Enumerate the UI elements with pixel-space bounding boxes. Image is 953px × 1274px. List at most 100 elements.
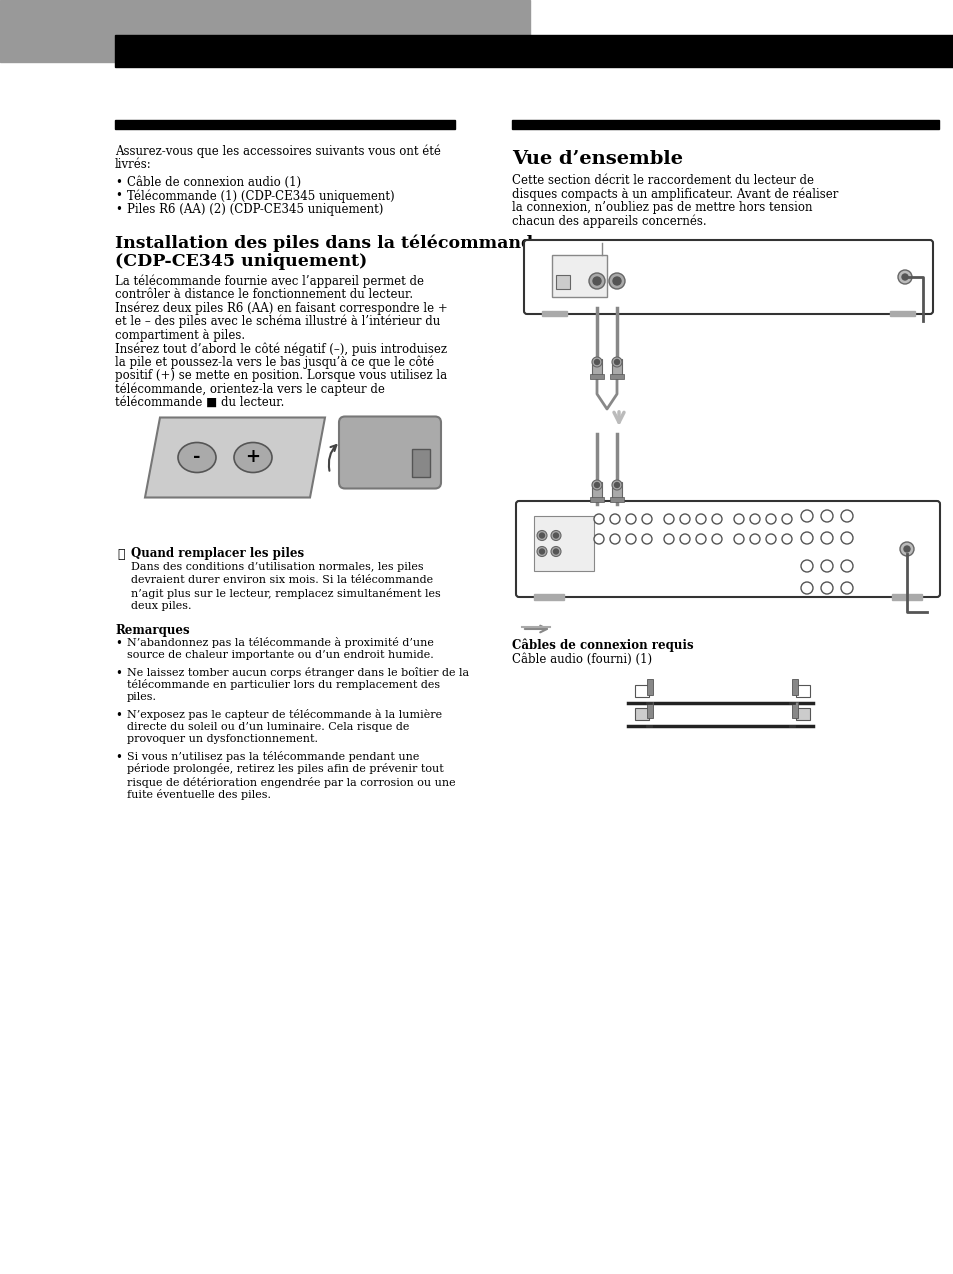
Circle shape — [539, 549, 544, 554]
Circle shape — [696, 534, 705, 544]
Bar — [541, 311, 566, 316]
Circle shape — [612, 480, 621, 490]
Circle shape — [594, 359, 598, 364]
Bar — [792, 679, 798, 696]
Bar — [647, 679, 653, 696]
Circle shape — [821, 582, 832, 594]
Ellipse shape — [233, 442, 272, 473]
Text: •: • — [115, 666, 122, 679]
Bar — [0, 0, 530, 62]
Circle shape — [821, 533, 832, 544]
Text: Si vous n’utilisez pas la télécommande pendant une: Si vous n’utilisez pas la télécommande p… — [127, 750, 419, 762]
Circle shape — [781, 534, 791, 544]
Circle shape — [733, 513, 743, 524]
Circle shape — [733, 534, 743, 544]
Circle shape — [594, 534, 603, 544]
Text: fuite éventuelle des piles.: fuite éventuelle des piles. — [127, 790, 271, 800]
Polygon shape — [145, 418, 325, 498]
Bar — [792, 702, 798, 719]
Text: source de chaleur importante ou d’un endroit humide.: source de chaleur importante ou d’un end… — [127, 651, 434, 660]
Circle shape — [551, 530, 560, 540]
Circle shape — [821, 510, 832, 522]
Circle shape — [537, 547, 546, 557]
Text: Câbles de connexion requis: Câbles de connexion requis — [512, 640, 693, 652]
Text: •: • — [115, 750, 122, 763]
FancyBboxPatch shape — [516, 501, 939, 598]
Text: -: - — [193, 448, 200, 466]
Text: deux piles.: deux piles. — [131, 601, 192, 612]
Circle shape — [612, 357, 621, 367]
Text: •: • — [115, 203, 122, 217]
Text: la pile et poussez-la vers le bas jusqu’à ce que le côté: la pile et poussez-la vers le bas jusqu’… — [115, 355, 434, 369]
Text: •: • — [115, 637, 122, 651]
Circle shape — [614, 359, 618, 364]
Circle shape — [588, 273, 604, 289]
Text: Piles R6 (AA) (2) (CDP-CE345 uniquement): Piles R6 (AA) (2) (CDP-CE345 uniquement) — [127, 203, 383, 217]
Bar — [115, 120, 455, 129]
Text: compartiment à piles.: compartiment à piles. — [115, 329, 245, 341]
Text: N’abandonnez pas la télécommande à proximité d’une: N’abandonnez pas la télécommande à proxi… — [127, 637, 434, 648]
Circle shape — [801, 582, 812, 594]
Text: Remarques: Remarques — [115, 624, 190, 637]
Circle shape — [841, 561, 852, 572]
FancyBboxPatch shape — [338, 417, 440, 488]
Circle shape — [841, 582, 852, 594]
Circle shape — [821, 561, 832, 572]
Bar — [512, 120, 938, 129]
Circle shape — [609, 513, 619, 524]
Text: Câble audio (fourni) (1): Câble audio (fourni) (1) — [512, 652, 652, 665]
Circle shape — [749, 513, 760, 524]
Text: (CDP-CE345 uniquement): (CDP-CE345 uniquement) — [115, 252, 367, 270]
Bar — [647, 702, 653, 719]
Circle shape — [897, 270, 911, 284]
Circle shape — [614, 483, 618, 488]
Text: N’exposez pas le capteur de télécommande à la lumière: N’exposez pas le capteur de télécommande… — [127, 708, 441, 720]
Circle shape — [679, 513, 689, 524]
Circle shape — [553, 549, 558, 554]
Circle shape — [765, 534, 775, 544]
Circle shape — [537, 530, 546, 540]
Ellipse shape — [178, 442, 215, 473]
FancyBboxPatch shape — [523, 240, 932, 313]
Text: Cette section décrit le raccordement du lecteur de: Cette section décrit le raccordement du … — [512, 175, 813, 187]
Text: période prolongée, retirez les piles afin de prévenir tout: période prolongée, retirez les piles afi… — [127, 763, 443, 775]
Circle shape — [901, 274, 907, 280]
Circle shape — [592, 480, 601, 490]
Bar — [115, 34, 953, 68]
Text: directe du soleil ou d’un luminaire. Cela risque de: directe du soleil ou d’un luminaire. Cel… — [127, 721, 409, 731]
Circle shape — [553, 533, 558, 538]
Text: télécommande ■ du lecteur.: télécommande ■ du lecteur. — [115, 396, 284, 409]
Text: livrés:: livrés: — [115, 158, 152, 172]
Text: télécommande, orientez-la vers le capteur de: télécommande, orientez-la vers le capteu… — [115, 382, 384, 396]
Circle shape — [749, 534, 760, 544]
Bar — [612, 482, 621, 499]
Text: chacun des appareils concernés.: chacun des appareils concernés. — [512, 214, 706, 228]
Circle shape — [593, 276, 600, 285]
Text: Vue d’ensemble: Vue d’ensemble — [512, 150, 682, 168]
Text: et le – des piles avec le schéma illustré à l’intérieur du: et le – des piles avec le schéma illustr… — [115, 315, 439, 329]
Text: Dans des conditions d’utilisation normales, les piles: Dans des conditions d’utilisation normal… — [131, 562, 423, 572]
Circle shape — [841, 510, 852, 522]
Circle shape — [679, 534, 689, 544]
Circle shape — [592, 357, 601, 367]
Text: n’agit plus sur le lecteur, remplacez simultanément les: n’agit plus sur le lecteur, remplacez si… — [131, 589, 440, 599]
Circle shape — [594, 483, 598, 488]
Circle shape — [696, 513, 705, 524]
Text: devraient durer environ six mois. Si la télécommande: devraient durer environ six mois. Si la … — [131, 575, 433, 585]
Text: Télécommande (1) (CDP-CE345 uniquement): Télécommande (1) (CDP-CE345 uniquement) — [127, 190, 395, 203]
Text: Câble de connexion audio (1): Câble de connexion audio (1) — [127, 176, 301, 189]
Bar — [889, 311, 914, 316]
Text: contrôler à distance le fonctionnement du lecteur.: contrôler à distance le fonctionnement d… — [115, 288, 413, 301]
Circle shape — [781, 513, 791, 524]
Circle shape — [613, 276, 620, 285]
Bar — [796, 685, 810, 697]
Text: positif (+) se mette en position. Lorsque vous utilisez la: positif (+) se mette en position. Lorsqu… — [115, 369, 447, 382]
Circle shape — [711, 534, 721, 544]
Circle shape — [899, 541, 913, 555]
Circle shape — [551, 547, 560, 557]
Circle shape — [625, 513, 636, 524]
Text: Quand remplacer les piles: Quand remplacer les piles — [131, 548, 304, 561]
Bar — [589, 497, 603, 502]
Circle shape — [625, 534, 636, 544]
Bar — [635, 708, 649, 720]
